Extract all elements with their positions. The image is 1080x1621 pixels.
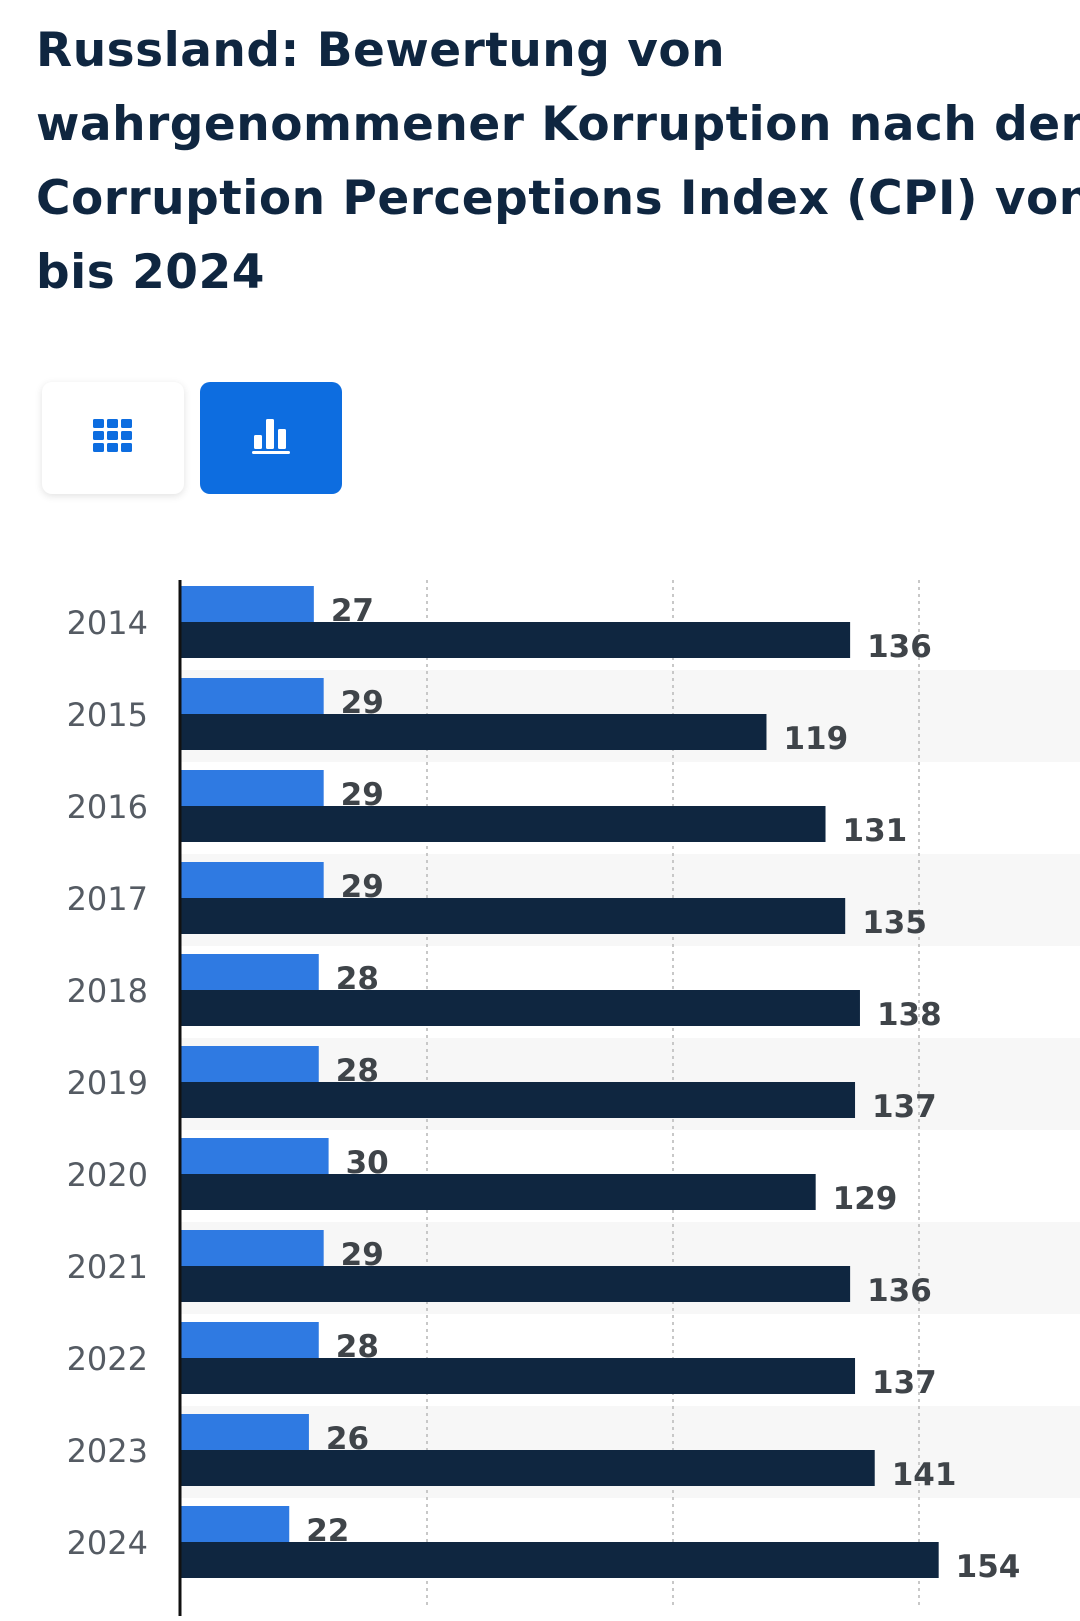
chart-title-line-2: wahrgenommener Korruption nach dem (36, 97, 1080, 152)
bar-rank-2021[interactable] (181, 1266, 851, 1302)
value-label-rank: 138 (877, 997, 942, 1033)
value-label-rank: 119 (783, 721, 848, 757)
bar-score-2019[interactable] (181, 1046, 319, 1082)
bar-rank-2019[interactable] (181, 1082, 856, 1118)
bar-rank-2015[interactable] (181, 714, 767, 750)
year-tick-label: 2018 (67, 972, 148, 1010)
value-label-rank: 141 (892, 1457, 957, 1493)
year-tick-label: 2015 (67, 696, 148, 734)
value-label-rank: 136 (867, 1273, 932, 1309)
bar-score-2017[interactable] (181, 862, 324, 898)
bar-rank-2014[interactable] (181, 622, 851, 658)
chart-area: 27 136 2014 29 119 2015 29 131 2016 29 135 2017 28 13… (0, 580, 1080, 1621)
bar-score-2018[interactable] (181, 954, 319, 990)
year-tick-label: 2019 (67, 1064, 148, 1102)
bar-score-2014[interactable] (181, 586, 314, 622)
year-tick-label: 2021 (67, 1248, 148, 1286)
view-toggle (42, 382, 342, 494)
bar-score-2022[interactable] (181, 1322, 319, 1358)
value-label-rank: 129 (833, 1181, 898, 1217)
bar-score-2023[interactable] (181, 1414, 309, 1450)
year-tick-label: 2022 (67, 1340, 148, 1378)
table-view-button[interactable] (42, 382, 184, 494)
year-tick-label: 2016 (67, 788, 148, 826)
bar-rank-2017[interactable] (181, 898, 846, 934)
value-label-score: 29 (341, 685, 384, 721)
bar-chart: 27 136 2014 29 119 2015 29 131 2016 29 135 2017 28 13… (67, 580, 1080, 1616)
value-label-score: 30 (346, 1145, 389, 1181)
value-label-rank: 154 (956, 1549, 1021, 1585)
bar-rank-2022[interactable] (181, 1358, 856, 1394)
chart-title-line-1: Russland: Bewertung von (36, 23, 726, 78)
value-label-score: 27 (331, 593, 374, 629)
bar-rank-2023[interactable] (181, 1450, 875, 1486)
value-label-score: 28 (336, 1053, 379, 1089)
value-label-score: 28 (336, 961, 379, 997)
bar-chart-icon (251, 417, 291, 459)
bar-score-2015[interactable] (181, 678, 324, 714)
value-label-rank: 135 (862, 905, 927, 941)
value-label-score: 29 (341, 1237, 384, 1273)
value-label-score: 29 (341, 777, 384, 813)
bar-rank-2018[interactable] (181, 990, 860, 1026)
year-tick-label: 2024 (67, 1524, 148, 1562)
year-tick-label: 2020 (67, 1156, 148, 1194)
value-label-rank: 137 (872, 1089, 937, 1125)
year-tick-label: 2023 (67, 1432, 148, 1470)
value-label-rank: 137 (872, 1365, 937, 1401)
bar-score-2020[interactable] (181, 1138, 329, 1174)
chart-title: Russland: Bewertung von wahrgenommener K… (36, 14, 1080, 310)
bar-rank-2016[interactable] (181, 806, 826, 842)
bar-rank-2020[interactable] (181, 1174, 816, 1210)
value-label-rank: 131 (843, 813, 908, 849)
value-label-score: 26 (326, 1421, 369, 1457)
value-label-score: 29 (341, 869, 384, 905)
bar-score-2016[interactable] (181, 770, 324, 806)
value-label-rank: 136 (867, 629, 932, 665)
chart-title-line-3: Corruption Perceptions Index (CPI) von 2… (36, 171, 1080, 226)
bar-score-2021[interactable] (181, 1230, 324, 1266)
chart-view-button[interactable] (200, 382, 342, 494)
bar-rank-2024[interactable] (181, 1542, 939, 1578)
year-tick-label: 2017 (67, 880, 148, 918)
grid-icon (93, 419, 133, 457)
value-label-score: 22 (306, 1513, 349, 1549)
value-label-score: 28 (336, 1329, 379, 1365)
bar-score-2024[interactable] (181, 1506, 290, 1542)
year-tick-label: 2014 (67, 604, 148, 642)
chart-title-line-4: bis 2024 (36, 245, 265, 300)
